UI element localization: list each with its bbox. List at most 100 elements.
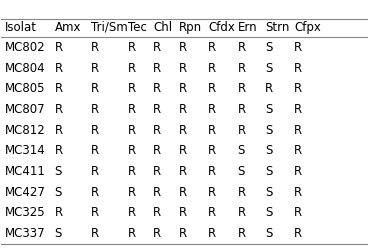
Text: R: R [55,206,63,219]
Text: Amx: Amx [55,21,81,34]
Text: R: R [128,41,136,54]
Text: MC804: MC804 [5,62,46,75]
Text: R: R [154,82,162,95]
Text: R: R [128,227,136,240]
Text: R: R [154,165,162,178]
Text: R: R [179,124,187,137]
Text: Isolat: Isolat [5,21,37,34]
Text: S: S [265,144,272,157]
Text: R: R [294,41,303,54]
Text: R: R [128,62,136,75]
Text: R: R [238,41,246,54]
Text: Cfpx: Cfpx [294,21,321,34]
Text: S: S [265,41,272,54]
Text: R: R [55,82,63,95]
Text: R: R [294,82,303,95]
Text: R: R [55,144,63,157]
Text: R: R [91,186,99,198]
Text: R: R [179,186,187,198]
Text: R: R [208,206,217,219]
Text: Ern: Ern [238,21,257,34]
Text: R: R [238,124,246,137]
Text: R: R [294,124,303,137]
Text: R: R [179,206,187,219]
Text: S: S [265,103,272,116]
Text: R: R [154,186,162,198]
Text: R: R [91,165,99,178]
Text: R: R [154,227,162,240]
Text: R: R [91,144,99,157]
Text: R: R [238,206,246,219]
Text: R: R [128,206,136,219]
Text: S: S [55,186,62,198]
Text: R: R [208,103,217,116]
Text: S: S [265,227,272,240]
Text: R: R [238,186,246,198]
Text: MC805: MC805 [5,82,45,95]
Text: R: R [208,186,217,198]
Text: R: R [154,41,162,54]
Text: MC802: MC802 [5,41,46,54]
Text: R: R [91,227,99,240]
Text: MC325: MC325 [5,206,46,219]
Text: S: S [265,124,272,137]
Text: MC314: MC314 [5,144,46,157]
Text: R: R [179,165,187,178]
Text: MC427: MC427 [5,186,46,198]
Text: R: R [91,124,99,137]
Text: R: R [91,206,99,219]
Text: R: R [128,124,136,137]
Text: S: S [55,227,62,240]
Text: R: R [238,82,246,95]
Text: Tec: Tec [128,21,146,34]
Text: R: R [91,103,99,116]
Text: R: R [128,186,136,198]
Text: R: R [179,103,187,116]
Text: R: R [91,62,99,75]
Text: S: S [265,165,272,178]
Text: Rpn: Rpn [179,21,202,34]
Text: R: R [128,144,136,157]
Text: R: R [179,227,187,240]
Text: MC807: MC807 [5,103,46,116]
Text: R: R [208,82,217,95]
Text: R: R [154,124,162,137]
Text: MC337: MC337 [5,227,46,240]
Text: R: R [208,41,217,54]
Text: R: R [91,41,99,54]
Text: R: R [294,186,303,198]
Text: R: R [294,103,303,116]
Text: R: R [154,103,162,116]
Text: R: R [55,41,63,54]
Text: R: R [294,165,303,178]
Text: R: R [294,227,303,240]
Text: R: R [154,144,162,157]
Text: MC812: MC812 [5,124,46,137]
Text: R: R [208,165,217,178]
Text: Chl: Chl [154,21,172,34]
Text: R: R [154,62,162,75]
Text: R: R [294,62,303,75]
Text: R: R [179,62,187,75]
Text: R: R [208,227,217,240]
Text: R: R [179,41,187,54]
Text: R: R [128,103,136,116]
Text: R: R [294,206,303,219]
Text: R: R [179,82,187,95]
Text: Strn: Strn [265,21,289,34]
Text: R: R [238,103,246,116]
Text: R: R [91,82,99,95]
Text: R: R [238,227,246,240]
Text: R: R [238,62,246,75]
Text: MC411: MC411 [5,165,46,178]
Text: R: R [55,124,63,137]
Text: R: R [128,165,136,178]
Text: R: R [208,62,217,75]
Text: Tri/Sm: Tri/Sm [91,21,128,34]
Text: S: S [55,165,62,178]
Text: R: R [128,82,136,95]
Text: R: R [154,206,162,219]
Text: R: R [208,144,217,157]
Text: R: R [179,144,187,157]
Text: S: S [265,62,272,75]
